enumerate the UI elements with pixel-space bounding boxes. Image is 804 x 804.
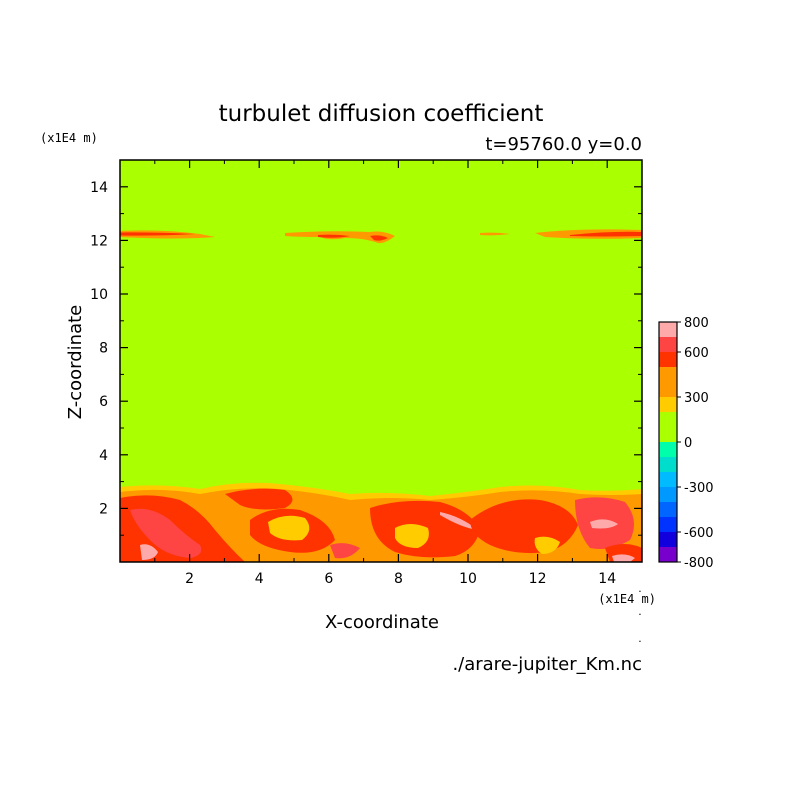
x-tick-label: 8 — [394, 571, 403, 587]
x-tick-label: 12 — [529, 571, 547, 587]
colorbar-tick-label: -300 — [684, 481, 714, 496]
marker-dot: . — [637, 608, 642, 618]
colorbar-swatch — [659, 547, 677, 562]
upper-layer — [120, 229, 642, 244]
colorbar-tick-label: 600 — [684, 346, 709, 361]
x-tick-label: 2 — [185, 571, 194, 587]
source-file-label: ./arare-jupiter_Km.nc — [452, 654, 642, 675]
y-unit-label: (x1E4 m) — [40, 131, 98, 145]
plot-frame — [119, 159, 643, 563]
marker-dot: . — [637, 635, 642, 645]
y-tick-label: 6 — [99, 394, 108, 410]
y-tick-label: 10 — [90, 287, 108, 303]
y-tick-label: 12 — [90, 233, 108, 249]
chart-title: turbulet diffusion coefficient — [219, 101, 544, 127]
colorbar-swatch — [659, 412, 677, 442]
x-axis: 2 4 6 8 10 12 14 — [154, 160, 616, 587]
colorbar-swatch — [659, 457, 677, 472]
x-tick-label: 14 — [598, 571, 616, 587]
chart-subtitle: t=95760.0 y=0.0 — [485, 134, 642, 155]
y-axis-label: Z-coordinate — [65, 305, 86, 420]
colorbar-tick-label: -800 — [684, 556, 714, 571]
colorbar-swatch — [659, 397, 677, 412]
colorbar: 800 600 300 0 -300 -600 -800 — [658, 316, 714, 571]
y-tick-label: 4 — [99, 448, 108, 464]
colorbar-tick-label: 800 — [684, 316, 709, 331]
x-tick-label: 10 — [459, 571, 477, 587]
marker-dot: . — [637, 585, 642, 595]
lower-layer — [120, 482, 642, 562]
colorbar-tick-label: 0 — [684, 436, 692, 451]
colorbar-swatch — [659, 322, 677, 337]
y-tick-label: 8 — [99, 341, 108, 357]
colorbar-swatch — [659, 442, 677, 457]
y-tick-label: 14 — [90, 180, 108, 196]
y-tick-label: 2 — [99, 501, 108, 517]
y-axis: 2 4 6 8 10 12 14 — [90, 180, 642, 536]
colorbar-swatch — [659, 337, 677, 352]
x-axis-label: X-coordinate — [325, 612, 439, 633]
colorbar-swatch — [659, 517, 677, 532]
colorbar-swatch — [659, 532, 677, 547]
x-tick-label: 6 — [324, 571, 333, 587]
x-unit-label: (x1E4 m) — [598, 592, 656, 606]
contour-field — [120, 160, 642, 562]
colorbar-swatch — [659, 472, 677, 487]
colorbar-tick-label: -600 — [684, 526, 714, 541]
colorbar-swatch — [659, 367, 677, 397]
x-tick-label: 4 — [255, 571, 264, 587]
colorbar-tick-label: 300 — [684, 391, 709, 406]
colorbar-swatch — [659, 352, 677, 367]
colorbar-swatch — [659, 502, 677, 517]
colorbar-swatch — [659, 487, 677, 502]
